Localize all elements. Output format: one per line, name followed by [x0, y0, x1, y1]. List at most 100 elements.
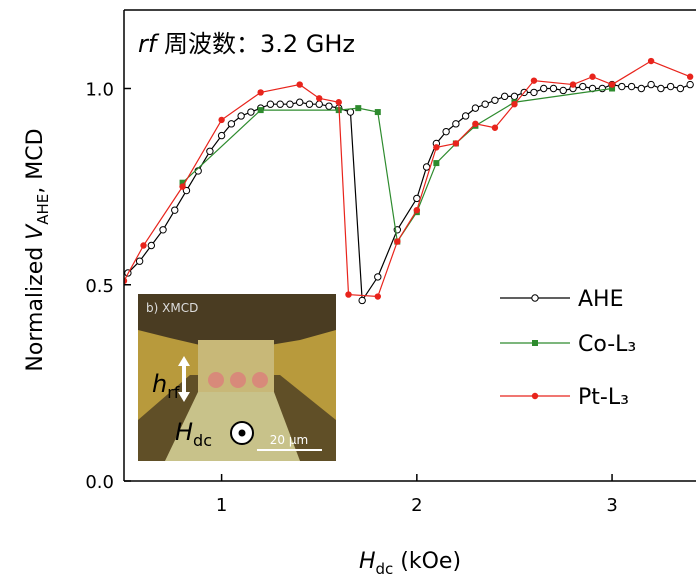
inset-field-dot [239, 430, 246, 437]
marker [316, 95, 322, 101]
marker [336, 99, 342, 105]
marker [414, 195, 420, 201]
marker [238, 113, 244, 119]
marker [433, 144, 439, 150]
series-line [183, 89, 612, 242]
marker [355, 105, 361, 111]
label-part: (kOe) [393, 549, 461, 574]
label-part: rf [167, 383, 180, 402]
marker [501, 93, 507, 99]
inset-scale-label: 20 μm [270, 433, 308, 447]
x-axis-label: Hdc (kOe) [359, 549, 461, 578]
x-tick-label: 3 [606, 495, 617, 516]
marker [433, 160, 439, 166]
y-axis-label: Normalized VAHE, MCD [23, 128, 52, 371]
inset-spot [252, 372, 268, 388]
inset-label: b) XMCD [146, 301, 198, 315]
title-part: 周波数：3.2 GHz [156, 30, 355, 58]
marker [443, 128, 449, 134]
marker [375, 274, 381, 280]
plot-area [121, 58, 694, 304]
marker [267, 101, 273, 107]
marker [218, 117, 224, 123]
marker [148, 242, 154, 248]
marker [531, 77, 537, 83]
marker [207, 148, 213, 154]
y-tick-label: 0.0 [85, 472, 114, 493]
marker [306, 101, 312, 107]
marker [550, 85, 556, 91]
marker [462, 113, 468, 119]
marker [296, 99, 302, 105]
marker [658, 85, 664, 91]
chart-title: rf 周波数：3.2 GHz [138, 30, 355, 58]
marker [136, 258, 142, 264]
label-part: AHE [34, 194, 52, 225]
marker [140, 242, 146, 248]
marker [687, 81, 693, 87]
marker [628, 83, 634, 89]
marker [667, 83, 673, 89]
series-line [128, 85, 690, 301]
marker [472, 105, 478, 111]
marker [277, 101, 283, 107]
label-part: Normalized [23, 240, 48, 372]
marker [296, 81, 302, 87]
label-part: H [175, 418, 193, 446]
marker [375, 293, 381, 299]
label-part: , MCD [23, 128, 48, 193]
marker [648, 81, 654, 87]
label-part: dc [193, 431, 212, 450]
marker [541, 85, 547, 91]
series-line [124, 61, 690, 297]
legend-label: AHE [578, 287, 624, 312]
legend-label: Co-L₃ [578, 332, 636, 357]
marker [492, 125, 498, 131]
label-part: h [152, 370, 167, 398]
marker [453, 121, 459, 127]
marker [179, 183, 185, 189]
marker [511, 101, 517, 107]
marker [472, 121, 478, 127]
marker [258, 107, 264, 113]
inset-spot [208, 372, 224, 388]
marker [560, 87, 566, 93]
marker [394, 238, 400, 244]
marker [580, 83, 586, 89]
legend-marker [532, 393, 538, 399]
marker [257, 89, 263, 95]
label-part: H [359, 549, 376, 574]
marker [326, 103, 332, 109]
marker [287, 101, 293, 107]
legend-marker [532, 295, 538, 301]
legend-label: Pt-L₃ [578, 385, 629, 410]
marker [638, 85, 644, 91]
marker [589, 74, 595, 80]
marker [359, 297, 365, 303]
marker [423, 164, 429, 170]
marker [677, 85, 683, 91]
x-tick-label: 2 [411, 495, 422, 516]
marker [316, 101, 322, 107]
marker [511, 93, 517, 99]
y-tick-label: 0.5 [85, 276, 114, 297]
marker [345, 291, 351, 297]
marker [619, 83, 625, 89]
chart: rf 周波数：3.2 GHz Hdc (kOe) Normalized VAHE… [0, 0, 696, 580]
marker [347, 109, 353, 115]
label-part: dc [376, 560, 394, 578]
marker [414, 207, 420, 213]
inset: b) XMCD hrf Hdc 20 μm [138, 294, 336, 461]
marker [218, 132, 224, 138]
marker [172, 207, 178, 213]
marker [648, 58, 654, 64]
inset-spot [230, 372, 246, 388]
marker [531, 89, 537, 95]
marker [375, 109, 381, 115]
marker [687, 74, 693, 80]
x-tick-label: 1 [216, 495, 227, 516]
marker [228, 121, 234, 127]
legend-marker [532, 340, 538, 346]
marker [160, 227, 166, 233]
y-tick-label: 1.0 [85, 80, 114, 101]
